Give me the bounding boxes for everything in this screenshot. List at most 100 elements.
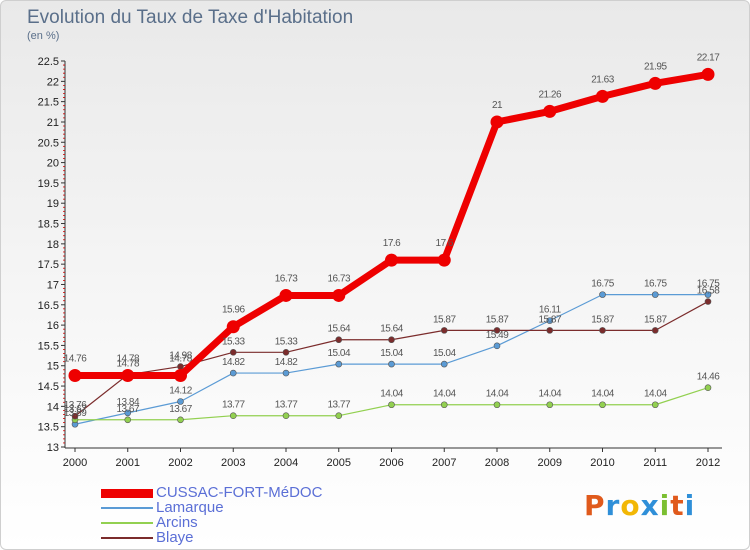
data-point [332,288,346,302]
data-label: 14.78 [116,353,139,364]
data-point [543,104,557,118]
legend-swatch [101,507,153,509]
data-label: 15.87 [486,314,509,325]
data-point [282,349,290,356]
y-tick-label: 22 [47,76,59,88]
y-tick-label: 15.5 [38,340,59,352]
y-tick-label: 16 [47,320,59,332]
data-point [335,412,343,420]
y-tick-label: 20.5 [38,137,59,149]
data-label: 14.76 [64,353,87,364]
data-point [546,327,554,334]
data-label: 14.04 [433,389,456,400]
data-label: 21.95 [644,61,667,72]
data-label: 15.64 [327,324,350,335]
data-label: 16.73 [275,273,298,284]
data-point [229,412,237,420]
data-label: 15.33 [275,336,298,347]
data-point [229,349,237,356]
x-tick-label: 2000 [63,457,87,469]
y-tick-label: 20 [47,158,59,170]
y-tick-label: 17.5 [38,259,59,271]
x-tick-label: 2004 [274,457,298,469]
data-label: 14.82 [275,357,298,368]
x-tick-label: 2005 [327,457,351,469]
y-tick-label: 13.5 [38,422,59,434]
data-label: 21 [492,100,503,111]
data-point [440,401,448,409]
data-point [388,401,395,409]
data-label: 15.87 [644,314,667,325]
data-point [282,412,290,420]
data-label: 15.04 [433,348,456,359]
data-point [385,253,398,267]
y-tick-label: 14 [47,401,59,413]
data-point [71,412,79,420]
x-tick-label: 2008 [485,457,509,469]
x-tick-label: 2012 [696,457,720,469]
data-label: 17.6 [383,238,401,249]
data-label: 22.17 [697,52,720,63]
data-point [704,291,712,298]
data-point [599,401,606,409]
data-point [493,327,501,334]
legend-swatch [101,489,153,498]
data-label: 14.04 [380,389,403,400]
data-point [704,298,712,305]
data-point [704,384,712,391]
data-point [546,317,554,324]
data-label: 13.77 [222,400,245,411]
legend-label: Blaye [156,529,194,546]
data-point [437,253,451,267]
y-tick-label: 13 [47,442,59,454]
data-label: 14.12 [169,385,192,396]
y-tick-label: 14.5 [38,381,59,393]
data-label: 15.04 [380,348,403,359]
data-label: 21.26 [538,89,561,100]
y-tick-label: 21 [47,117,59,129]
data-label: 15.96 [222,305,245,316]
data-label: 14.82 [222,357,245,368]
data-point [121,368,135,382]
y-tick-label: 16.5 [38,300,59,312]
x-tick-label: 2003 [221,457,245,469]
x-tick-label: 2001 [116,457,140,469]
data-label: 13.77 [327,400,350,411]
data-label: 14.04 [486,389,509,400]
data-point [229,369,237,377]
x-tick-label: 2006 [379,457,403,469]
data-label: 14.98 [169,351,192,362]
data-label: 14.78 [116,359,139,370]
data-label: 21.63 [591,74,614,85]
data-label: 13.77 [275,400,298,411]
data-label: 15.49 [486,330,509,341]
data-label: 14.04 [538,389,561,400]
data-label: 15.87 [591,314,614,325]
data-point [174,368,187,382]
data-label: 15.33 [222,336,245,347]
data-point [493,342,501,350]
data-point [335,360,343,368]
data-point [440,327,448,334]
data-label: 16.75 [697,279,720,290]
data-point [546,401,554,409]
legend-label: Lamarque [156,499,224,516]
data-point [279,288,293,302]
data-point [648,76,662,90]
data-point [226,320,240,334]
y-tick-label: 19 [47,198,59,210]
data-label: 15.64 [380,324,403,335]
data-point [68,368,82,382]
data-label: 13.69 [64,408,87,419]
data-point [701,67,715,81]
y-tick-label: 18.5 [38,219,59,231]
data-label: 13.67 [116,404,139,415]
data-point [124,409,132,417]
y-tick-label: 15 [47,361,59,373]
proxiti-logo: Proxiti [584,489,696,522]
data-point [599,327,606,334]
data-label: 13.84 [116,397,139,408]
data-point [177,398,184,405]
data-label: 16.75 [591,279,614,290]
